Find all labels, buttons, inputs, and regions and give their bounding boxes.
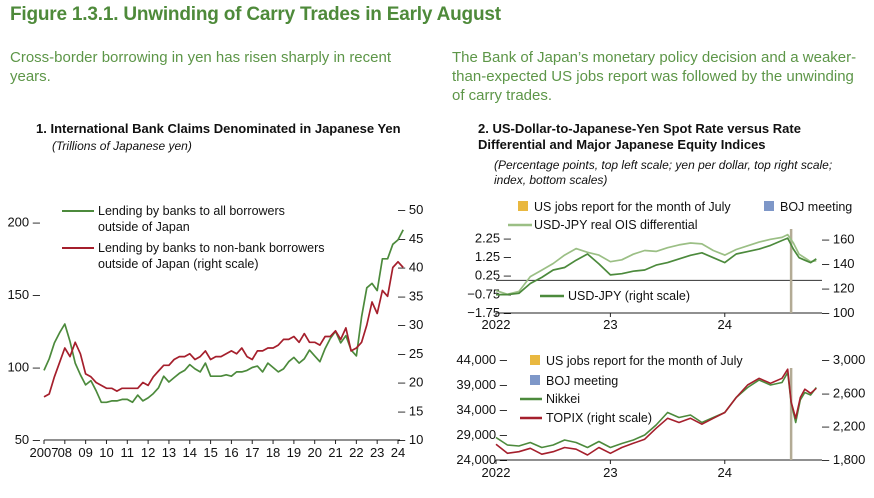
panel2-bottom-x-tick-label: 23 [603, 465, 617, 480]
panel1-right-tick-label: – 45 [398, 231, 423, 246]
panel1-right-tick-label: – 20 [398, 375, 423, 390]
panel2-top-right-tick-label: – 100 [822, 305, 855, 320]
panel2-top-left-tick-label: −0.75 – [467, 286, 512, 301]
panel2-bottom-left-tick-label: 24,000 – [456, 452, 507, 467]
panel1-x-tick-label: 11 [121, 445, 135, 460]
panel1-title: 1. International Bank Claims Denominated… [36, 121, 401, 136]
panel2-bottom-legend-jobs-label: US jobs report for the month of July [546, 354, 743, 368]
panel2-bottom-x-tick-label: 24 [718, 465, 732, 480]
panel1-x-tick-label: 13 [162, 445, 176, 460]
panel2-top-legend-jobs-swatch [518, 201, 528, 211]
panel2-bottom-series-line-1 [495, 371, 817, 449]
panel2-top-left-tick-label: −1.75 – [467, 305, 512, 320]
panel1-left-tick-label: 150 – [7, 287, 40, 302]
panel1-legend-label: Lending by banks to non-bank borrowers [98, 241, 325, 255]
panel1-series-line-1 [43, 229, 404, 404]
panel2-bottom-left-tick-label: 29,000 – [456, 427, 507, 442]
panel2-bottom-legend-jobs-swatch [530, 355, 540, 365]
left-subtitle: Cross-border borrowing in yen has risen … [10, 49, 392, 85]
panel1-right-tick-label: – 50 [398, 202, 423, 217]
panel2-top-legend-jobs-label: US jobs report for the month of July [534, 200, 731, 214]
panel1-x-tick-label: 18 [266, 445, 280, 460]
panel2-bottom-legend-boj-swatch [530, 375, 540, 385]
panel1-x-tick-label: 19 [287, 445, 301, 460]
panel2-top-right-tick-label: – 160 [822, 231, 855, 246]
panel2-top-series-line-1 [495, 233, 817, 296]
panel1-x-tick-label: 23 [370, 445, 384, 460]
panel2-top-legend-usdjpy-label: USD-JPY (right scale) [568, 289, 690, 303]
panel2-bottom-left-tick-label: 39,000 – [456, 377, 507, 392]
panel1-legend-label: outside of Japan (right scale) [98, 257, 259, 271]
panel1-left-tick-label: 50 – [15, 432, 41, 447]
panel1-x-tick-label: 17 [245, 445, 259, 460]
panel2-bottom-series-line-2 [495, 368, 817, 456]
panel1-series-line-2 [43, 260, 404, 398]
right-subtitle: The Bank of Japan’s monetary policy deci… [452, 49, 857, 104]
panel1-x-tick-label: 16 [224, 445, 238, 460]
panel2-bottom-right-tick-label: – 2,600 [822, 385, 865, 400]
panel2-bottom-legend-boj-label: BOJ meeting [546, 374, 618, 388]
panel2-top-left-tick-label: 0.25 – [475, 268, 512, 283]
panel2-top-left-tick-label: 1.25 – [475, 249, 512, 264]
panel1-subtitle: (Trillions of Japanese yen) [52, 139, 192, 153]
panel2-top-series-line-2 [496, 237, 817, 296]
panel2-top-legend-ois-label: USD-JPY real OIS differential [534, 218, 698, 232]
panel1-right-tick-label: – 25 [398, 346, 423, 361]
panel2-top-legend-boj-label: BOJ meeting [780, 200, 852, 214]
panel1-legend-label: outside of Japan [98, 220, 190, 234]
panel2-top-x-tick-label: 2022 [482, 317, 511, 332]
panel2-top-legend-boj-swatch [764, 201, 774, 211]
panel2-bottom-legend-nikkei-label: Nikkei [546, 392, 580, 406]
panel1-x-tick-label: 15 [203, 445, 217, 460]
panel1-right-tick-label: – 40 [398, 260, 423, 275]
panel2-bottom-right-tick-label: – 3,000 [822, 352, 865, 367]
panel1-legend-label: Lending by banks to all borrowers [98, 204, 285, 218]
panel2-bottom-right-tick-label: – 1,800 [822, 452, 865, 467]
panel2-top-left-tick-label: 2.25 – [475, 230, 512, 245]
panel2-subtitle: (Percentage points, top left scale; yen … [494, 158, 833, 187]
panel1-x-tick-label: 21 [328, 445, 342, 460]
panel2-top-x-tick-label: 24 [718, 317, 732, 332]
panel1-x-tick-label: 14 [183, 445, 197, 460]
panel1-x-tick-label: 20 [307, 445, 321, 460]
panel1-x-tick-label: 10 [99, 445, 113, 460]
panel1-left-tick-label: 100 – [7, 360, 40, 375]
panel1-x-tick-label: 22 [349, 445, 363, 460]
panel2-title: 2. US-Dollar-to-Japanese-Yen Spot Rate v… [478, 121, 801, 152]
panel1-x-tick-label: 12 [141, 445, 155, 460]
panel2-bottom-left-tick-label: 34,000 – [456, 402, 507, 417]
panel2-bottom-x-tick-label: 2022 [482, 465, 511, 480]
panel1-right-tick-label: – 10 [398, 432, 423, 447]
panel1-left-tick-label: 200 – [7, 215, 40, 230]
panel2-top-right-tick-label: – 120 [822, 280, 855, 295]
panel1-right-tick-label: – 15 [398, 403, 423, 418]
panel1-x-tick-label: 24 [391, 445, 405, 460]
panel2-top-x-tick-label: 23 [603, 317, 617, 332]
panel1-x-tick-label: 09 [78, 445, 92, 460]
panel1-x-tick-label: 2007 [30, 445, 59, 460]
panel2-top-right-tick-label: – 140 [822, 256, 855, 271]
panel1-right-tick-label: – 35 [398, 288, 423, 303]
panel1-right-tick-label: – 30 [398, 317, 423, 332]
panel1-x-tick-label: 08 [58, 445, 72, 460]
figure-title: Figure 1.3.1. Unwinding of Carry Trades … [10, 4, 501, 25]
panel2-bottom-legend-topix-label: TOPIX (right scale) [546, 411, 652, 425]
panel2-bottom-left-tick-label: 44,000 – [456, 352, 507, 367]
panel2-bottom-right-tick-label: – 2,200 [822, 419, 865, 434]
